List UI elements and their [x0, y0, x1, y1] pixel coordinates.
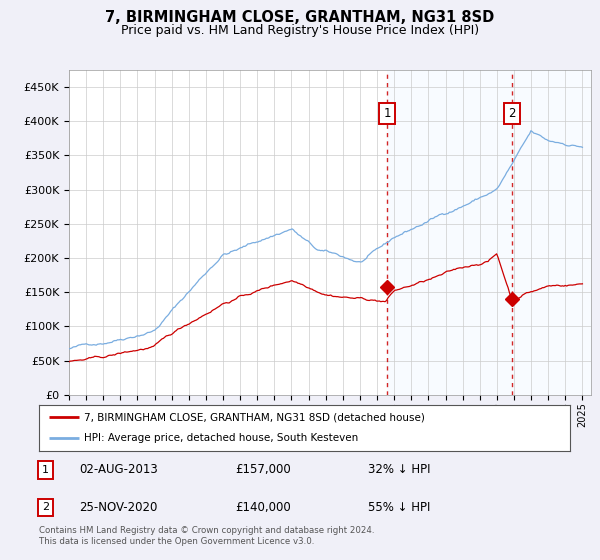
Text: 02-AUG-2013: 02-AUG-2013: [79, 463, 158, 476]
Text: 1: 1: [383, 108, 391, 120]
Text: 55% ↓ HPI: 55% ↓ HPI: [368, 501, 431, 514]
Text: Contains HM Land Registry data © Crown copyright and database right 2024.
This d: Contains HM Land Registry data © Crown c…: [39, 526, 374, 546]
Text: 1: 1: [42, 465, 49, 475]
Bar: [387, 70, 591, 395]
Text: 32% ↓ HPI: 32% ↓ HPI: [368, 463, 431, 476]
Text: 2: 2: [42, 502, 49, 512]
Text: 2: 2: [509, 108, 516, 120]
Text: £157,000: £157,000: [235, 463, 291, 476]
Text: 7, BIRMINGHAM CLOSE, GRANTHAM, NG31 8SD: 7, BIRMINGHAM CLOSE, GRANTHAM, NG31 8SD: [106, 10, 494, 25]
Text: 25-NOV-2020: 25-NOV-2020: [79, 501, 157, 514]
Text: 7, BIRMINGHAM CLOSE, GRANTHAM, NG31 8SD (detached house): 7, BIRMINGHAM CLOSE, GRANTHAM, NG31 8SD …: [84, 412, 425, 422]
Text: HPI: Average price, detached house, South Kesteven: HPI: Average price, detached house, Sout…: [84, 433, 358, 444]
Text: £140,000: £140,000: [235, 501, 291, 514]
Text: Price paid vs. HM Land Registry's House Price Index (HPI): Price paid vs. HM Land Registry's House …: [121, 24, 479, 36]
